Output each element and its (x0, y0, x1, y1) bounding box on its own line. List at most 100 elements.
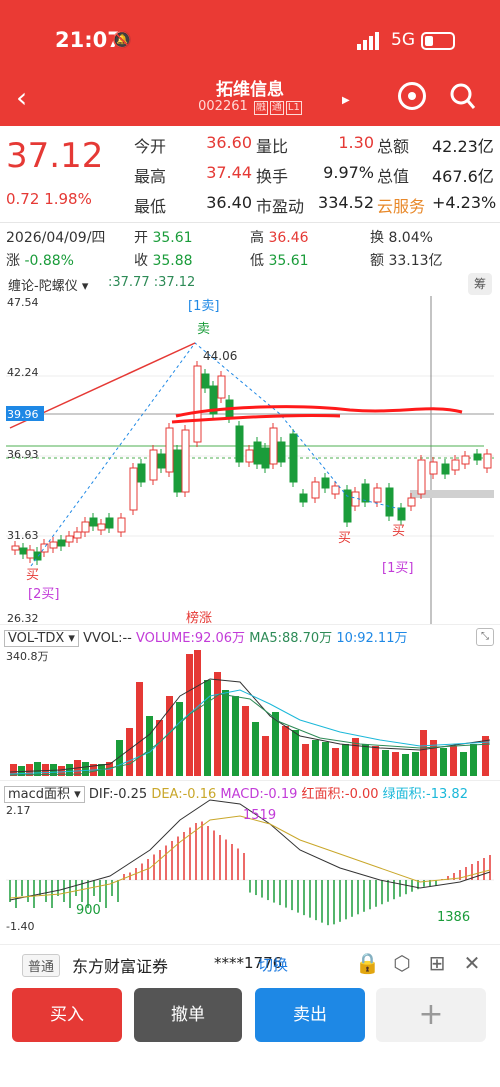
tag-margin: 融 (253, 101, 268, 115)
candle (105, 517, 114, 529)
bangzhang-label: 榜涨 (186, 610, 212, 624)
macd-bars (9, 821, 491, 926)
candle (33, 551, 42, 561)
green-area-value: 绿面积:-13.82 (382, 787, 468, 802)
grid-icon[interactable]: ⊞ (428, 951, 446, 975)
volume-bar (272, 712, 279, 776)
candle (343, 489, 352, 523)
stock-name: 拓维信息 (216, 80, 284, 100)
buy2-label: [2买] (28, 587, 59, 602)
volume-bar (34, 762, 41, 776)
volume-bar (136, 682, 143, 776)
price-change: 0.72 1.98% (6, 190, 92, 208)
settings-icon[interactable]: ⬡ (393, 951, 411, 975)
volume-bar (194, 650, 201, 776)
macd-indicator-select[interactable]: macd面积 ▾ (4, 786, 85, 803)
vol-indicator-name: VOL-TDX (8, 631, 65, 646)
kline-chart[interactable]: 47.54 42.24 39.96 36.93 31.63 26.32 [1卖]… (0, 296, 500, 624)
quote-label: 总值 (377, 167, 410, 186)
macd-header: macd面积 ▾ DIF:-0.25 DEA:-0.16 MACD:-0.19 … (0, 783, 500, 803)
volume-value: VOLUME:92.06万 (136, 631, 246, 646)
macd-chart[interactable]: 2.17 -1.40 900 1519 1386 (0, 780, 500, 936)
day-info-bar: 2026/04/09/四 开 35.61 高 36.46 换 8.04% 涨 -… (0, 222, 500, 272)
candle (417, 459, 426, 495)
day-low-label: 低 (250, 253, 264, 269)
candle (397, 507, 406, 521)
vvol-value: VVOL:-- (83, 631, 132, 646)
volume-bar (262, 736, 269, 776)
indicator-select[interactable]: 缠论-陀螺仪 ▾ (8, 279, 89, 294)
day-turnover-value: 8.04% (388, 230, 433, 246)
buy-mark: 买 (26, 568, 39, 583)
volume-bar (382, 750, 389, 776)
candle (473, 453, 482, 461)
stock-code: 002261 (198, 99, 248, 114)
vol-indicator-select[interactable]: VOL-TDX ▾ (4, 630, 79, 647)
candle (451, 459, 460, 471)
volume-chart[interactable]: 340.8万 (0, 624, 500, 780)
day-change-label: 涨 (6, 253, 20, 269)
support-band (410, 490, 494, 498)
macd-value: MACD:-0.19 (220, 787, 298, 802)
dif-value: DIF:-0.25 (88, 787, 148, 802)
candle (117, 517, 126, 533)
more-button[interactable]: + (376, 988, 486, 1042)
sector-link[interactable]: 云服务 (377, 197, 426, 216)
chip-button[interactable]: 筹 (468, 273, 492, 295)
close-icon[interactable]: ✕ (463, 951, 481, 975)
switch-account-link[interactable]: 切换 (258, 956, 289, 974)
search-icon[interactable] (450, 82, 476, 110)
day-high: 高 36.46 (250, 227, 309, 247)
day-close: 收 35.88 (134, 250, 193, 270)
vol-ma10-value: 10:92.11万 (336, 631, 408, 646)
candle (385, 487, 394, 517)
candle (209, 385, 218, 415)
quote-label: 最低 (134, 197, 167, 216)
tag-connect: 通 (269, 101, 284, 115)
quote-label: 总额 (377, 137, 410, 156)
candle (253, 441, 262, 465)
volume-bar (282, 726, 289, 776)
kline-toolbar: 缠论-陀螺仪 ▾ :37.77 :37.12 筹 (0, 272, 500, 296)
peak-value: 44.06 (203, 349, 237, 363)
last-price: 37.12 (6, 136, 104, 176)
day-open-label: 开 (134, 230, 148, 246)
cancel-order-button[interactable]: 撤单 (134, 988, 242, 1042)
volume-bar (352, 738, 359, 776)
day-low: 低 35.61 (250, 250, 309, 270)
expand-icon[interactable]: ⤡ (476, 628, 494, 646)
assistant-icon[interactable] (398, 82, 426, 110)
volume-bar (116, 740, 123, 776)
volume-bar (392, 752, 399, 776)
day-low-value: 35.61 (268, 253, 309, 269)
volume-bar (214, 672, 221, 776)
volume-bar (18, 766, 25, 776)
y-tick: 39.96 (7, 408, 39, 421)
candle (441, 463, 450, 475)
app-header: 21:07 🔕 5G ‹ 拓维信息 002261 融通 L1 ▶ (0, 0, 500, 126)
candle (157, 453, 166, 469)
buy-button[interactable]: 买入 (12, 988, 122, 1042)
quote-label: 最高 (134, 167, 167, 186)
y-tick: 42.24 (7, 366, 39, 379)
quote-value: 1.30 (338, 133, 374, 152)
back-arrow-icon[interactable]: ‹ (16, 81, 28, 114)
candle (165, 427, 174, 473)
y-tick: 47.54 (7, 296, 39, 309)
sell-button[interactable]: 卖出 (255, 988, 365, 1042)
mute-icon: 🔕 (112, 30, 132, 49)
volume-bar (292, 730, 299, 776)
play-icon[interactable]: ▶ (342, 95, 350, 106)
candle (19, 547, 28, 555)
candle (245, 449, 254, 463)
volume-bar (402, 754, 409, 776)
candle (261, 447, 270, 469)
candle (181, 429, 190, 493)
day-change-value: -0.88% (24, 253, 74, 269)
candle (40, 543, 49, 553)
lock-icon[interactable]: 🔒 (355, 951, 380, 975)
y-tick: 26.32 (7, 612, 39, 624)
dif-line (9, 799, 491, 901)
day-turnover: 换 8.04% (370, 227, 433, 247)
broker-bar: 普通 东方财富证券 ****1776 切换 🔒 ⬡ ⊞ ✕ (0, 944, 500, 984)
